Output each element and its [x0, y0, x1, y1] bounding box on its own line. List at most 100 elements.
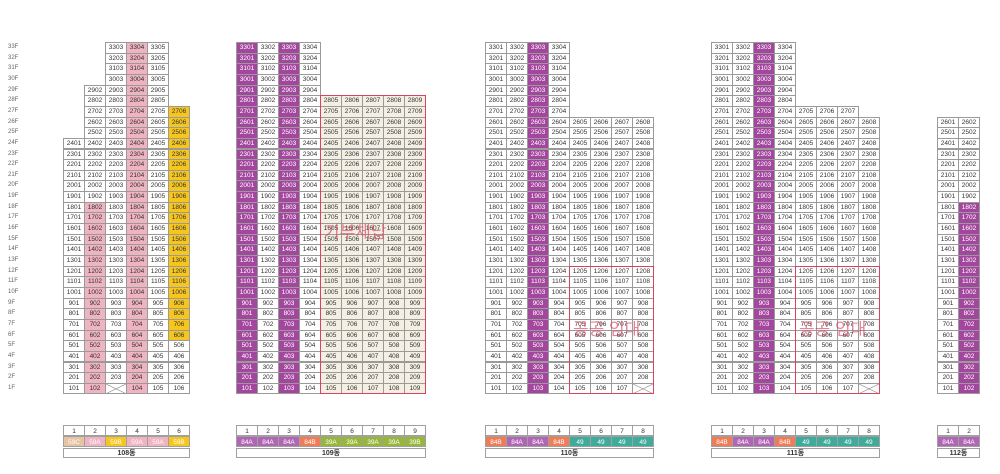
- unit-type: 39A: [362, 436, 384, 447]
- floor-label: 31F: [8, 65, 19, 72]
- floor-label: 25F: [8, 129, 19, 136]
- unit-cell: [105, 382, 127, 395]
- unit-cell: 105: [795, 382, 817, 395]
- unit-number: 8: [858, 425, 880, 436]
- unit-type: 39A: [341, 436, 363, 447]
- unit-number: 8: [632, 425, 654, 436]
- unit-cell: 108: [383, 382, 405, 395]
- unit-number: 2: [257, 425, 279, 436]
- unit-number: 6: [590, 425, 612, 436]
- floor-label: 8F: [8, 310, 16, 317]
- floor-label: 5F: [8, 342, 16, 349]
- floor-label: 9F: [8, 299, 16, 306]
- unit-cell: 102: [84, 382, 106, 395]
- unit-type: 84B: [548, 436, 570, 447]
- unit-type: 49: [816, 436, 838, 447]
- floor-label: 30F: [8, 75, 19, 82]
- unit-cell: 105: [569, 382, 591, 395]
- floor-label: 26F: [8, 118, 19, 125]
- unit-cell: 101: [711, 382, 733, 395]
- floor-label: 2F: [8, 374, 16, 381]
- unit-cell: 105: [320, 382, 342, 395]
- unit-cell: 106: [590, 382, 612, 395]
- unit-number: 9: [404, 425, 426, 436]
- floor-label: 11F: [8, 278, 18, 285]
- unit-number: 4: [126, 425, 148, 436]
- unit-number: 1: [236, 425, 258, 436]
- unit-cell: 102: [958, 382, 980, 395]
- unit-number: 3: [105, 425, 127, 436]
- building-name: 108동: [63, 448, 190, 458]
- unit-number: 1: [711, 425, 733, 436]
- unit-number: 2: [506, 425, 528, 436]
- unit-cell: 109: [404, 382, 426, 395]
- floor-label: 27F: [8, 107, 19, 114]
- unit-cell: 104: [548, 382, 570, 395]
- building-name: 111동: [711, 448, 880, 458]
- designation-label: 공공 임대: [799, 319, 867, 339]
- unit-cell: [632, 382, 654, 395]
- unit-cell: 103: [278, 382, 300, 395]
- unit-cell: 105: [147, 382, 169, 395]
- unit-number: 1: [63, 425, 85, 436]
- unit-number: 7: [362, 425, 384, 436]
- floor-label: 1F: [8, 384, 16, 391]
- unit-type: 39A: [383, 436, 405, 447]
- unit-type: 49: [858, 436, 880, 447]
- floor-label: 4F: [8, 352, 16, 359]
- unit-type: 49: [632, 436, 654, 447]
- floor-label: 6F: [8, 331, 16, 338]
- floor-label: 21F: [8, 171, 19, 178]
- floor-label: 23F: [8, 150, 19, 157]
- unit-cell: 107: [611, 382, 633, 395]
- unit-type: 49: [611, 436, 633, 447]
- unit-number: 7: [611, 425, 633, 436]
- unit-cell: 104: [126, 382, 148, 395]
- unit-number: 6: [168, 425, 190, 436]
- unit-number: 2: [84, 425, 106, 436]
- unit-cell: [858, 382, 880, 395]
- unit-cell: 104: [774, 382, 796, 395]
- unit-number: 2: [958, 425, 980, 436]
- unit-type: 84A: [257, 436, 279, 447]
- unit-type: 84A: [236, 436, 258, 447]
- floor-label: 24F: [8, 139, 19, 146]
- designation-label: 공공 임대: [573, 319, 641, 339]
- unit-number: 5: [569, 425, 591, 436]
- floor-label: 19F: [8, 193, 19, 200]
- floor-label: 14F: [8, 246, 19, 253]
- unit-type: 59C: [63, 436, 85, 447]
- unit-number: 5: [147, 425, 169, 436]
- unit-type: 59A: [147, 436, 169, 447]
- floor-label: 29F: [8, 86, 19, 93]
- unit-cell: 107: [837, 382, 859, 395]
- unit-number: 4: [299, 425, 321, 436]
- unit-cell: 103: [753, 382, 775, 395]
- unit-type: 84A: [506, 436, 528, 447]
- floor-label: 17F: [8, 214, 19, 221]
- unit-cell: 106: [341, 382, 363, 395]
- unit-cell: 104: [299, 382, 321, 395]
- floor-label: 12F: [8, 267, 19, 274]
- unit-number: 4: [774, 425, 796, 436]
- unit-type: 84B: [485, 436, 507, 447]
- floor-label: 7F: [8, 320, 16, 327]
- unit-number: 8: [383, 425, 405, 436]
- unit-cell: 106: [816, 382, 838, 395]
- floor-label: 22F: [8, 161, 19, 168]
- unit-type: 49: [795, 436, 817, 447]
- floor-label: 3F: [8, 363, 16, 370]
- floor-label: 20F: [8, 182, 19, 189]
- unit-cell: 103: [527, 382, 549, 395]
- unit-type: 59A: [126, 436, 148, 447]
- unit-cell: 101: [485, 382, 507, 395]
- unit-number: 1: [937, 425, 959, 436]
- unit-number: 4: [548, 425, 570, 436]
- floor-label: 28F: [8, 97, 19, 104]
- unit-type: 39B: [404, 436, 426, 447]
- unit-type: 49: [837, 436, 859, 447]
- floor-label: 10F: [8, 288, 19, 295]
- unit-type: 84A: [937, 436, 959, 447]
- unit-type: 84A: [278, 436, 300, 447]
- unit-number: 6: [341, 425, 363, 436]
